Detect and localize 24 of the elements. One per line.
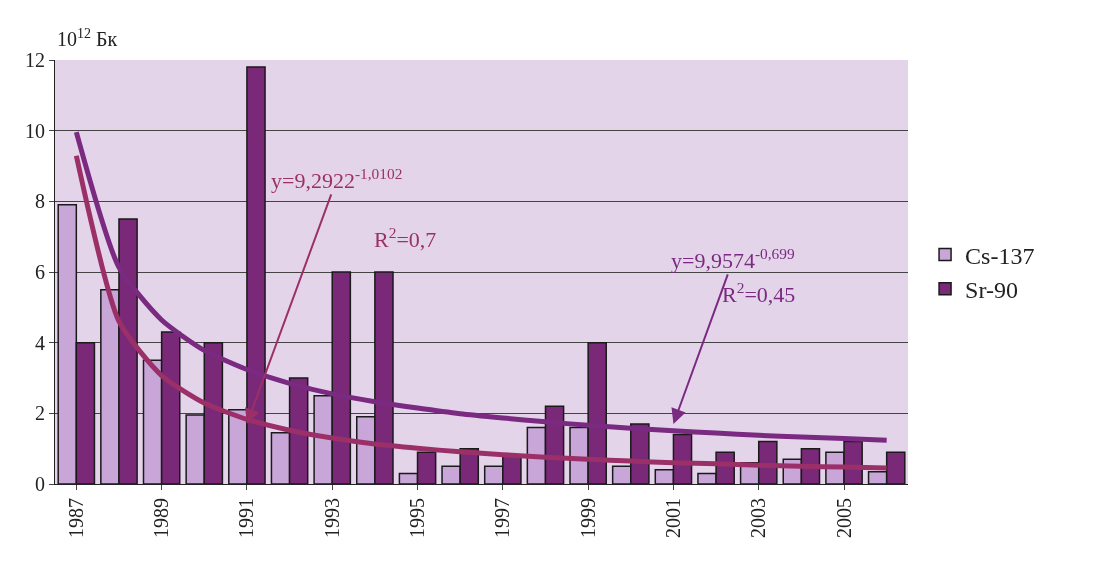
y-tick-label: 12 xyxy=(25,49,45,71)
x-tick-label: 1997 xyxy=(491,498,514,538)
y-tick-label: 10 xyxy=(25,119,45,142)
y-tick-label: 2 xyxy=(35,402,45,425)
x-tick-label: 1999 xyxy=(576,498,599,538)
legend-label: Sr-90 xyxy=(965,277,1018,304)
annotation: R$^{2}$=0,45 xyxy=(722,279,796,308)
legend-label: Cs-137 xyxy=(965,242,1035,269)
x-tick-label: 2005 xyxy=(832,498,855,538)
x-tick-label: 2001 xyxy=(661,498,684,538)
x-tick-label: 1991 xyxy=(235,498,258,538)
x-tick-label: 1993 xyxy=(320,498,343,538)
y-tick-label: 4 xyxy=(35,331,45,354)
y-axis-title: 10$^{12}$ Бк xyxy=(57,26,118,51)
x-tick-label: 1989 xyxy=(150,498,173,538)
y-tick-label: 8 xyxy=(35,190,45,213)
annotation: R$^{2}$=0,7 xyxy=(374,224,437,253)
annotation: y=9,9574$^{-0,699}$ xyxy=(671,245,795,274)
y-tick-label: 6 xyxy=(35,261,45,283)
y-tick-label: 0 xyxy=(35,473,45,495)
x-tick-label: 2003 xyxy=(747,498,770,538)
annotation: y=9,2922$^{-1,0102}$ xyxy=(271,165,403,194)
x-tick-label: 1995 xyxy=(406,498,429,538)
x-tick-label: 1987 xyxy=(64,498,87,538)
